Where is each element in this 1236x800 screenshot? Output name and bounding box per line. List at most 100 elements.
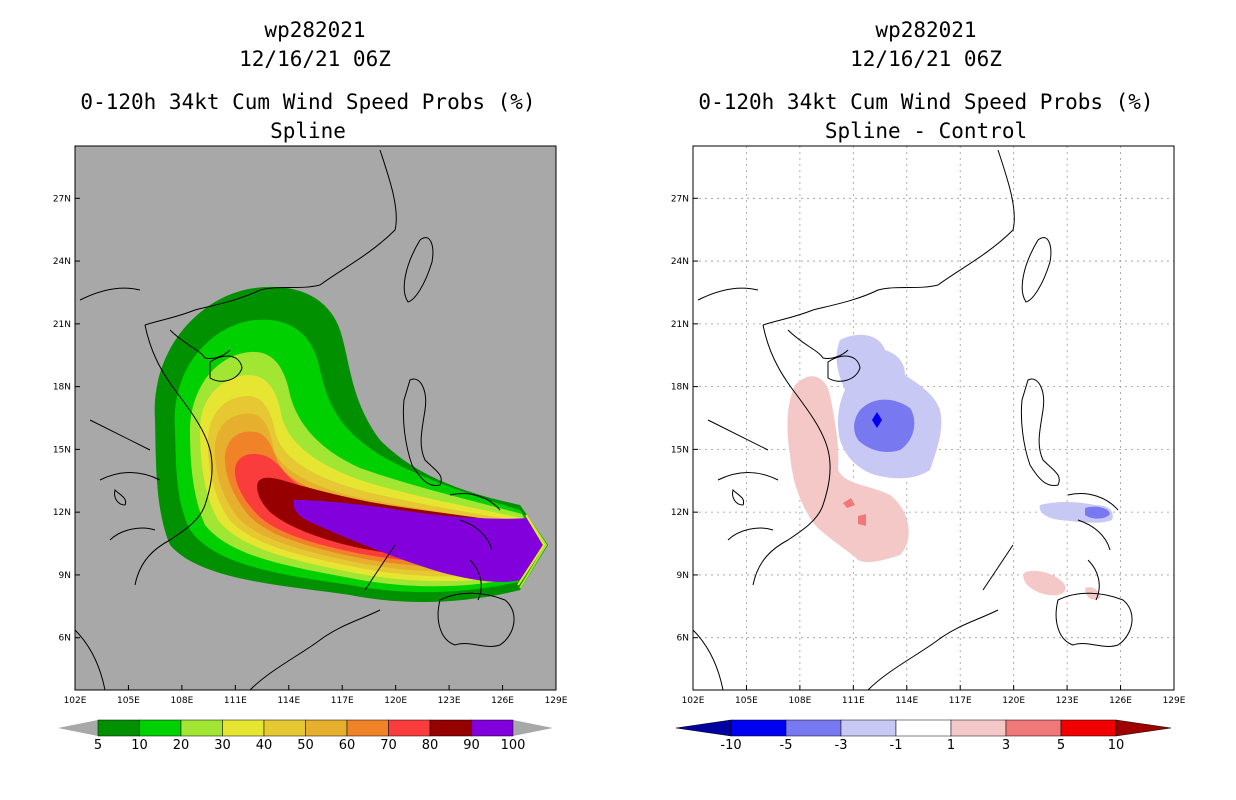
x-tick-label: 102E	[682, 696, 705, 706]
right-title-date: 12/16/21 06Z	[850, 47, 1002, 71]
colorbar-over-triangle	[1115, 719, 1172, 737]
y-tick-label: 24N	[53, 257, 71, 267]
y-tick-label: 6N	[677, 634, 689, 644]
colorbar-swatch	[429, 719, 472, 737]
x-tick-label: 129E	[1163, 696, 1186, 706]
y-tick-label: 15N	[53, 445, 71, 455]
colorbar-swatch	[730, 719, 787, 737]
x-tick-label: 126E	[1109, 696, 1132, 706]
right-y-ticks: 6N 9N 12N 15N 18N 21N 24N 27N	[671, 194, 698, 644]
x-tick-label: 108E	[170, 696, 193, 706]
colorbar-swatch	[97, 719, 140, 737]
colorbar-swatch	[180, 719, 223, 737]
x-tick-label: 108E	[788, 696, 811, 706]
colorbar-level-label: 30	[214, 738, 231, 753]
colorbar-swatch	[263, 719, 306, 737]
right-title-method: Spline - Control	[825, 119, 1027, 143]
right-title-product: 0-120h 34kt Cum Wind Speed Probs (%)	[698, 90, 1153, 114]
y-tick-label: 21N	[53, 320, 71, 330]
colorbar-level-label: -3	[835, 738, 848, 753]
y-tick-label: 18N	[53, 383, 71, 393]
y-tick-label: 9N	[59, 571, 71, 581]
right-title-storm: wp282021	[875, 18, 976, 42]
x-tick-label: 117E	[331, 696, 354, 706]
x-tick-label: 105E	[735, 696, 758, 706]
x-tick-label: 111E	[224, 696, 247, 706]
diff-region-negative-peak	[872, 412, 882, 428]
colorbar-level-label: 10	[1108, 738, 1125, 753]
colorbar-level-label: 1	[947, 738, 955, 753]
x-tick-label: 114E	[277, 696, 300, 706]
right-panel: wp282021 12/16/21 06Z 0-120h 34kt Cum Wi…	[671, 18, 1186, 753]
colorbar-under-triangle	[675, 719, 732, 737]
y-tick-label: 27N	[671, 194, 689, 204]
colorbar-swatch	[346, 719, 389, 737]
colorbar-swatch	[222, 719, 265, 737]
x-tick-label: 111E	[842, 696, 865, 706]
x-tick-label: 105E	[117, 696, 140, 706]
x-tick-label: 126E	[491, 696, 514, 706]
colorbar-swatch	[139, 719, 182, 737]
x-tick-label: 102E	[64, 696, 87, 706]
prob-band-90-100	[293, 500, 546, 583]
y-tick-label: 27N	[53, 194, 71, 204]
diff-region-negative-core	[854, 399, 915, 452]
colorbar-swatch	[950, 719, 1007, 737]
left-map	[75, 146, 556, 690]
colorbar-swatch	[1060, 719, 1117, 737]
colorbar-level-label: -5	[780, 738, 793, 753]
diff-region-positive-core	[843, 498, 866, 526]
colorbar-level-label: 5	[94, 738, 102, 753]
colorbar-level-label: 50	[297, 738, 314, 753]
right-x-ticks: 102E 105E 108E 111E 114E 117E 120E 123E 126E 129E	[682, 685, 1186, 706]
colorbar-level-label: 80	[422, 738, 439, 753]
colorbar-level-label: 5	[1057, 738, 1065, 753]
colorbar-swatch	[785, 719, 842, 737]
colorbar-level-label: 20	[173, 738, 190, 753]
x-tick-label: 129E	[545, 696, 568, 706]
y-tick-label: 9N	[677, 571, 689, 581]
left-title-date: 12/16/21 06Z	[239, 47, 391, 71]
left-x-ticks: 102E 105E 108E 111E 114E 117E 120E 123E 126E 129E	[64, 685, 568, 706]
y-tick-label: 6N	[59, 634, 71, 644]
x-tick-label: 123E	[438, 696, 461, 706]
left-y-ticks: 6N 9N 12N 15N 18N 21N 24N 27N	[53, 194, 80, 644]
y-tick-label: 18N	[671, 383, 689, 393]
right-map	[693, 146, 1174, 690]
y-tick-label: 24N	[671, 257, 689, 267]
colorbar-under-triangle	[58, 720, 98, 736]
x-tick-label: 117E	[949, 696, 972, 706]
y-tick-label: 12N	[53, 508, 71, 518]
left-title-product: 0-120h 34kt Cum Wind Speed Probs (%)	[80, 90, 535, 114]
left-title-storm: wp282021	[264, 18, 365, 42]
colorbar-level-label: 3	[1002, 738, 1010, 753]
colorbar-level-label: 40	[256, 738, 273, 753]
colorbar-over-triangle	[513, 720, 553, 736]
y-tick-label: 21N	[671, 320, 689, 330]
y-tick-label: 12N	[671, 508, 689, 518]
colorbar-swatch	[895, 719, 952, 737]
colorbar-level-label: 100	[501, 738, 526, 753]
x-tick-label: 114E	[895, 696, 918, 706]
colorbar-level-label: 70	[380, 738, 397, 753]
left-panel: wp282021 12/16/21 06Z 0-120h 34kt Cum Wi…	[53, 18, 568, 753]
x-tick-label: 120E	[1002, 696, 1025, 706]
colorbar-swatch	[305, 719, 348, 737]
colorbar-level-label: 90	[463, 738, 480, 753]
diff-region-positive-south	[1023, 570, 1066, 596]
x-tick-label: 123E	[1056, 696, 1079, 706]
colorbar-swatch	[388, 719, 431, 737]
y-tick-label: 15N	[671, 445, 689, 455]
left-title-method: Spline	[270, 119, 346, 143]
diff-region-negative-east-core	[1085, 506, 1110, 519]
x-tick-label: 120E	[384, 696, 407, 706]
colorbar-swatch	[471, 719, 514, 737]
colorbar-swatch	[1005, 719, 1062, 737]
colorbar-level-label: -1	[890, 738, 903, 753]
colorbar-level-label: 10	[131, 738, 148, 753]
right-colorbar: -10 -5 -3 -1 1 3 5 10	[675, 719, 1172, 753]
colorbar-level-label: 60	[339, 738, 356, 753]
colorbar-swatch	[840, 719, 897, 737]
left-colorbar: 5 10 20 30 40 50 60 70 80 90 100	[58, 719, 553, 753]
colorbar-level-label: -10	[720, 738, 741, 753]
